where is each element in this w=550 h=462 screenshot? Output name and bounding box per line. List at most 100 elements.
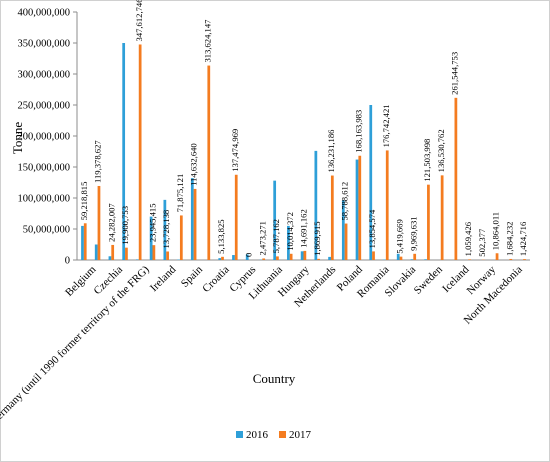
y-tick-label: 400,000,000 bbox=[18, 8, 71, 19]
bar-2017-18 bbox=[330, 175, 334, 260]
y-tick-label: 300,000,000 bbox=[18, 70, 71, 81]
bar-2016-19 bbox=[341, 200, 345, 260]
bar-2017-31 bbox=[509, 258, 513, 260]
bar-2016-8 bbox=[190, 178, 194, 260]
data-label: 347,612,746 bbox=[134, 0, 144, 41]
y-tick-label: 100,000,000 bbox=[18, 194, 71, 205]
bar-2017-9 bbox=[207, 65, 211, 260]
bar-2017-6 bbox=[166, 251, 169, 260]
data-label: 19,900,753 bbox=[120, 206, 130, 245]
y-tick-label: 250,000,000 bbox=[18, 101, 71, 112]
y-axis-title: Tonne bbox=[10, 122, 25, 155]
bar-2017-17 bbox=[317, 258, 320, 260]
y-tick-label: 50,000,000 bbox=[23, 225, 70, 236]
data-label: 168,163,983 bbox=[353, 110, 363, 153]
bar-2016-18 bbox=[328, 256, 331, 260]
bar-2017-3 bbox=[125, 247, 128, 260]
bar-2017-4 bbox=[138, 44, 142, 260]
bar-2017-8 bbox=[193, 188, 197, 260]
data-label: 5,419,669 bbox=[395, 219, 405, 253]
data-label: 58,788,612 bbox=[340, 182, 350, 221]
bar-2017-10 bbox=[221, 256, 224, 260]
data-label: 24,282,007 bbox=[106, 203, 116, 242]
legend-label: 2016 bbox=[246, 429, 269, 441]
legend-label: 2017 bbox=[289, 429, 312, 441]
bar-2017-5 bbox=[152, 245, 156, 260]
data-label: 261,544,753 bbox=[450, 52, 460, 95]
data-label: 13,728,138 bbox=[161, 210, 171, 249]
bar-2017-21 bbox=[372, 251, 375, 260]
data-label: 9,969,631 bbox=[408, 216, 418, 250]
data-label: 13,854,574 bbox=[367, 209, 377, 248]
x-axis-title: Country bbox=[253, 371, 296, 386]
data-label: 136,231,186 bbox=[326, 129, 336, 173]
bar-2016-25 bbox=[424, 259, 428, 260]
data-label: 313,624,147 bbox=[202, 19, 212, 63]
bar-2016-15 bbox=[287, 225, 290, 260]
bar-2016-11 bbox=[232, 255, 235, 260]
bar-2017-11 bbox=[234, 174, 238, 260]
x-tick-label: Belgium bbox=[63, 263, 99, 299]
bar-2016-24 bbox=[410, 259, 414, 260]
data-label: 71,875,121 bbox=[175, 174, 185, 213]
bar-2017-32 bbox=[523, 259, 526, 260]
data-label: 1,869,915 bbox=[312, 221, 322, 255]
bar-2017-13 bbox=[262, 258, 266, 260]
bar-2016-4 bbox=[136, 259, 139, 260]
bar-2017-16 bbox=[303, 250, 307, 260]
bar-2016-12 bbox=[245, 254, 249, 260]
bar-2016-14 bbox=[273, 180, 277, 260]
y-tick-label: 150,000,000 bbox=[18, 163, 71, 174]
bar-2017-20 bbox=[358, 155, 362, 260]
bar-2017-0 bbox=[83, 223, 87, 260]
bar-2016-2 bbox=[108, 256, 112, 260]
y-tick-label: 0 bbox=[65, 256, 70, 267]
data-label: 59,218,815 bbox=[79, 182, 89, 221]
bar-2017-15 bbox=[289, 253, 293, 260]
data-label: 121,503,998 bbox=[422, 139, 432, 182]
data-label: 1,059,426 bbox=[463, 221, 473, 256]
bar-2017-1 bbox=[97, 185, 101, 260]
data-label: 137,474,969 bbox=[230, 129, 240, 172]
data-label: 10,864,011 bbox=[491, 212, 501, 250]
bar-2017-2 bbox=[111, 244, 115, 260]
bar-2017-30 bbox=[495, 253, 499, 260]
bar-2016-23 bbox=[396, 253, 400, 260]
bar-2017-14 bbox=[276, 256, 279, 260]
bar-2017-26 bbox=[440, 175, 444, 260]
bar-2016-21 bbox=[369, 105, 373, 260]
bar-2017-22 bbox=[385, 150, 389, 260]
bar-2016-3 bbox=[122, 43, 126, 260]
data-label: 0 bbox=[244, 253, 254, 257]
bar-2016-1 bbox=[94, 244, 98, 260]
bar-2016-5 bbox=[149, 216, 153, 260]
bar-2016-16 bbox=[300, 251, 304, 260]
bar-2016-20 bbox=[355, 159, 359, 260]
data-label: 1,424,716 bbox=[518, 221, 528, 256]
data-label: 119,378,627 bbox=[93, 140, 103, 183]
bar-2017-28 bbox=[468, 259, 471, 260]
bar-2017-7 bbox=[179, 215, 183, 260]
bar-2017-24 bbox=[413, 253, 417, 260]
data-label: 502,377 bbox=[477, 228, 487, 257]
data-label: 2,473,271 bbox=[257, 221, 267, 255]
data-label: 176,742,421 bbox=[381, 104, 391, 147]
data-label: 1,684,232 bbox=[504, 222, 514, 256]
legend-swatch-2017 bbox=[279, 431, 286, 438]
legend-swatch-2016 bbox=[236, 431, 243, 438]
bar-2017-27 bbox=[454, 97, 458, 260]
data-label: 136,530,762 bbox=[436, 129, 446, 172]
data-label: 5,787,162 bbox=[271, 219, 281, 253]
bar-2017-25 bbox=[427, 184, 430, 260]
x-tick-label: Ireland bbox=[148, 263, 179, 294]
data-label: 23,945,415 bbox=[148, 203, 158, 242]
data-label: 14,691,162 bbox=[299, 209, 309, 248]
y-tick-label: 350,000,000 bbox=[18, 39, 71, 50]
bar-2017-23 bbox=[399, 256, 403, 260]
bar-2016-10 bbox=[218, 258, 222, 260]
bar-2017-19 bbox=[344, 223, 348, 260]
data-label: 10,014,372 bbox=[285, 212, 295, 251]
x-tick-label: Croatia bbox=[200, 264, 231, 295]
data-label: 5,133,825 bbox=[216, 219, 226, 253]
